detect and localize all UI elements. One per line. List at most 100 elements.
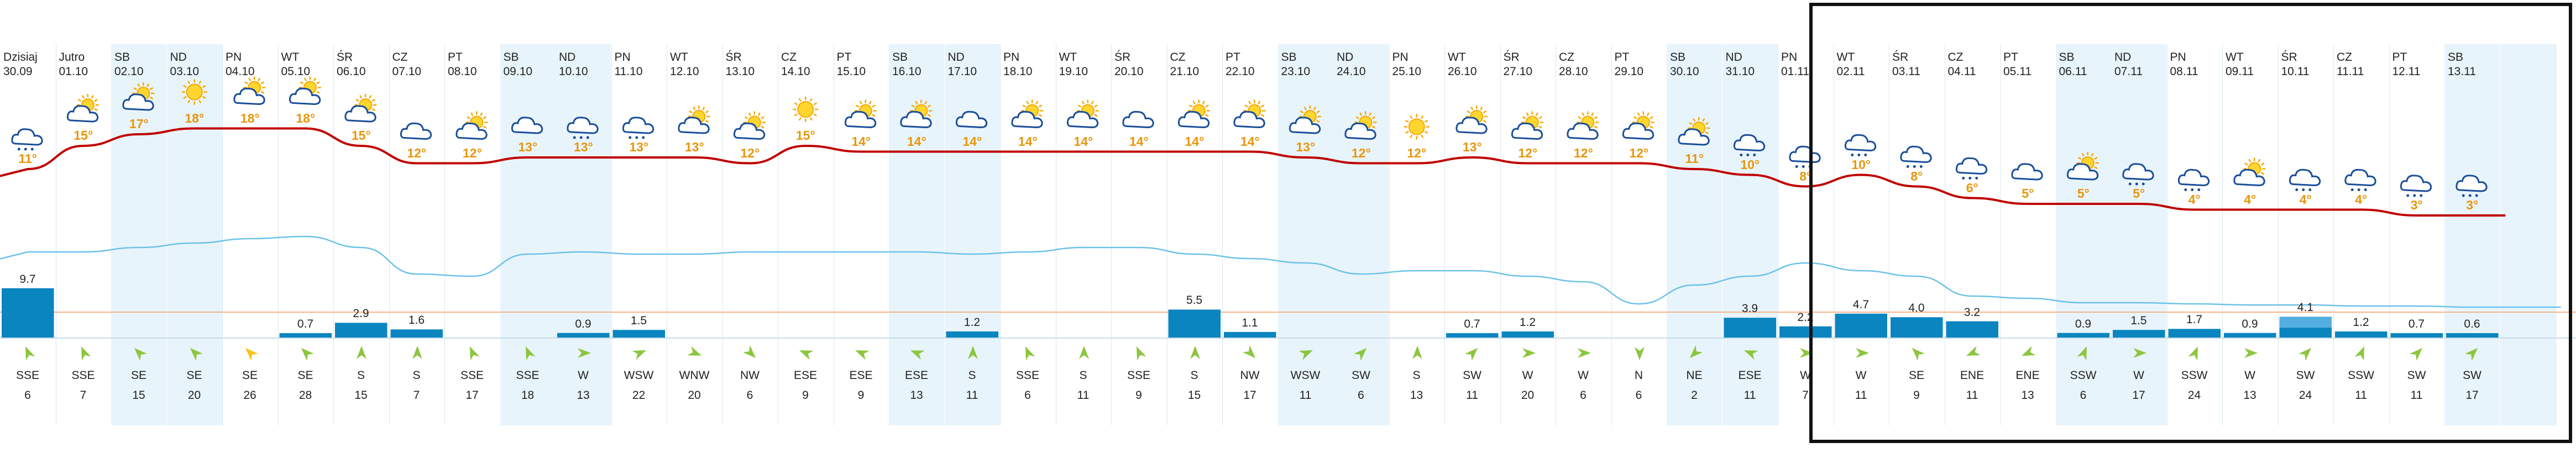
day-header[interactable]: WT 12.10 <box>667 48 722 82</box>
partly-sunny-icon <box>1455 106 1488 134</box>
wind-speed: 24 <box>2298 389 2312 402</box>
day-name: ND <box>2114 51 2132 64</box>
day-header[interactable]: ŚR 13.10 <box>722 48 778 82</box>
day-header[interactable]: SB 16.10 <box>889 48 944 82</box>
day-column[interactable] <box>1667 44 1722 425</box>
temperature-label: 13° <box>629 140 649 154</box>
day-header[interactable]: CZ 28.10 <box>1556 48 1611 82</box>
day-column[interactable] <box>556 44 611 425</box>
day-header[interactable]: PN 18.10 <box>1000 48 1055 82</box>
day-header[interactable]: Jutro 01.10 <box>56 48 111 82</box>
rain-bar <box>1891 317 1943 338</box>
day-header[interactable]: ND 07.11 <box>2111 48 2166 82</box>
wind-cell: SW 17 <box>2444 338 2500 423</box>
day-name: ND <box>947 51 965 64</box>
wind-cell: S 15 <box>1167 338 1222 423</box>
day-header[interactable]: PN 25.10 <box>1389 48 1444 82</box>
wind-arrow-icon <box>525 346 536 361</box>
day-column[interactable] <box>1722 44 1778 425</box>
day-header[interactable]: CZ 11.11 <box>2333 48 2389 82</box>
day-column[interactable] <box>2444 44 2500 425</box>
day-header[interactable]: WT 19.10 <box>1056 48 1111 82</box>
day-header[interactable]: PN 11.10 <box>611 48 667 82</box>
wind-arrow-icon <box>2022 346 2035 356</box>
day-column[interactable] <box>500 44 556 425</box>
column-divider <box>2000 44 2001 425</box>
day-header[interactable]: ND 17.10 <box>945 48 1000 82</box>
day-name: ŚR <box>337 51 353 64</box>
day-header[interactable]: Dzisiaj 30.09 <box>0 48 55 82</box>
day-header[interactable]: ŚR 03.11 <box>1889 48 1944 82</box>
day-header[interactable]: PN 08.11 <box>2167 48 2222 82</box>
wind-direction: SW <box>1463 369 1481 382</box>
selection-box[interactable] <box>1809 3 2572 443</box>
day-date: 02.11 <box>1836 65 1865 78</box>
day-header[interactable]: ND 03.10 <box>167 48 222 82</box>
day-header[interactable]: CZ 07.10 <box>389 48 444 82</box>
day-name: SB <box>114 51 130 64</box>
day-header[interactable]: PN 01.11 <box>1778 48 1833 82</box>
day-column[interactable] <box>166 44 222 425</box>
partly-sunny-icon <box>900 99 933 129</box>
temperature-label: 4° <box>2299 192 2312 207</box>
temperature-label: 6° <box>1966 180 1978 195</box>
day-column[interactable] <box>2111 44 2166 425</box>
wind-speed: 7 <box>413 389 420 402</box>
day-header[interactable]: CZ 21.10 <box>1167 48 1222 82</box>
day-header[interactable]: ŚR 27.10 <box>1500 48 1556 82</box>
temperature-label: 13° <box>1462 140 1482 154</box>
day-header[interactable]: ŚR 20.10 <box>1111 48 1166 82</box>
rain-amount-label: 4.0 <box>1908 302 1925 315</box>
wind-speed: 15 <box>354 389 368 402</box>
wind-direction: WSW <box>1290 369 1321 382</box>
day-name: SB <box>892 51 908 64</box>
day-column[interactable] <box>944 44 1000 425</box>
wind-direction: SSW <box>2181 369 2208 382</box>
day-header[interactable]: PT 08.10 <box>444 48 500 82</box>
day-header[interactable]: PN 04.10 <box>222 48 278 82</box>
day-header[interactable]: PT 05.11 <box>2000 48 2055 82</box>
day-header[interactable]: SB 13.11 <box>2444 48 2500 82</box>
day-header[interactable]: WT 02.11 <box>1834 48 1889 82</box>
day-column[interactable] <box>1333 44 1389 425</box>
day-date: 27.10 <box>1503 65 1533 78</box>
temperature-label: 14° <box>907 134 926 149</box>
wind-speed: 17 <box>2465 389 2479 402</box>
day-name: CZ <box>1170 51 1186 64</box>
day-header[interactable]: SB 06.11 <box>2056 48 2111 82</box>
day-header[interactable]: PT 22.10 <box>1222 48 1277 82</box>
day-name: ŚR <box>2281 51 2297 64</box>
day-header[interactable]: SB 02.10 <box>111 48 166 82</box>
day-header[interactable]: SB 09.10 <box>500 48 556 82</box>
column-divider <box>611 44 612 425</box>
wind-speed: 6 <box>2080 389 2087 402</box>
day-header[interactable]: WT 09.11 <box>2222 48 2277 82</box>
day-column[interactable] <box>2055 44 2111 425</box>
wind-arrow-icon <box>1025 346 1035 361</box>
wind-cell: SE 28 <box>278 338 333 423</box>
day-header[interactable]: ND 31.10 <box>1722 48 1778 82</box>
day-header[interactable]: PT 15.10 <box>834 48 889 82</box>
wind-arrow-icon <box>910 350 924 360</box>
day-header[interactable]: ŚR 10.11 <box>2278 48 2333 82</box>
rain-cloud-icon <box>2289 168 2321 191</box>
day-header[interactable]: ND 10.10 <box>556 48 611 82</box>
day-header[interactable]: ŚR 06.10 <box>333 48 389 82</box>
wind-cell: SSE 7 <box>56 338 111 423</box>
day-header[interactable]: PT 12.11 <box>2389 48 2444 82</box>
cloud-icon <box>511 117 543 134</box>
day-name: ŚR <box>1114 51 1131 64</box>
cloud-icon <box>400 122 432 140</box>
day-header[interactable]: WT 26.10 <box>1444 48 1500 82</box>
day-column[interactable] <box>2500 44 2556 425</box>
day-header[interactable]: CZ 14.10 <box>778 48 833 82</box>
day-header[interactable]: PT 29.10 <box>1611 48 1667 82</box>
day-header[interactable]: ND 24.10 <box>1333 48 1389 82</box>
day-header[interactable]: SB 23.10 <box>1278 48 1333 82</box>
day-header[interactable]: SB 30.10 <box>1667 48 1722 82</box>
day-header[interactable]: WT 05.10 <box>278 48 333 82</box>
day-header[interactable]: CZ 04.11 <box>1945 48 2000 82</box>
day-name: ND <box>1725 51 1742 64</box>
